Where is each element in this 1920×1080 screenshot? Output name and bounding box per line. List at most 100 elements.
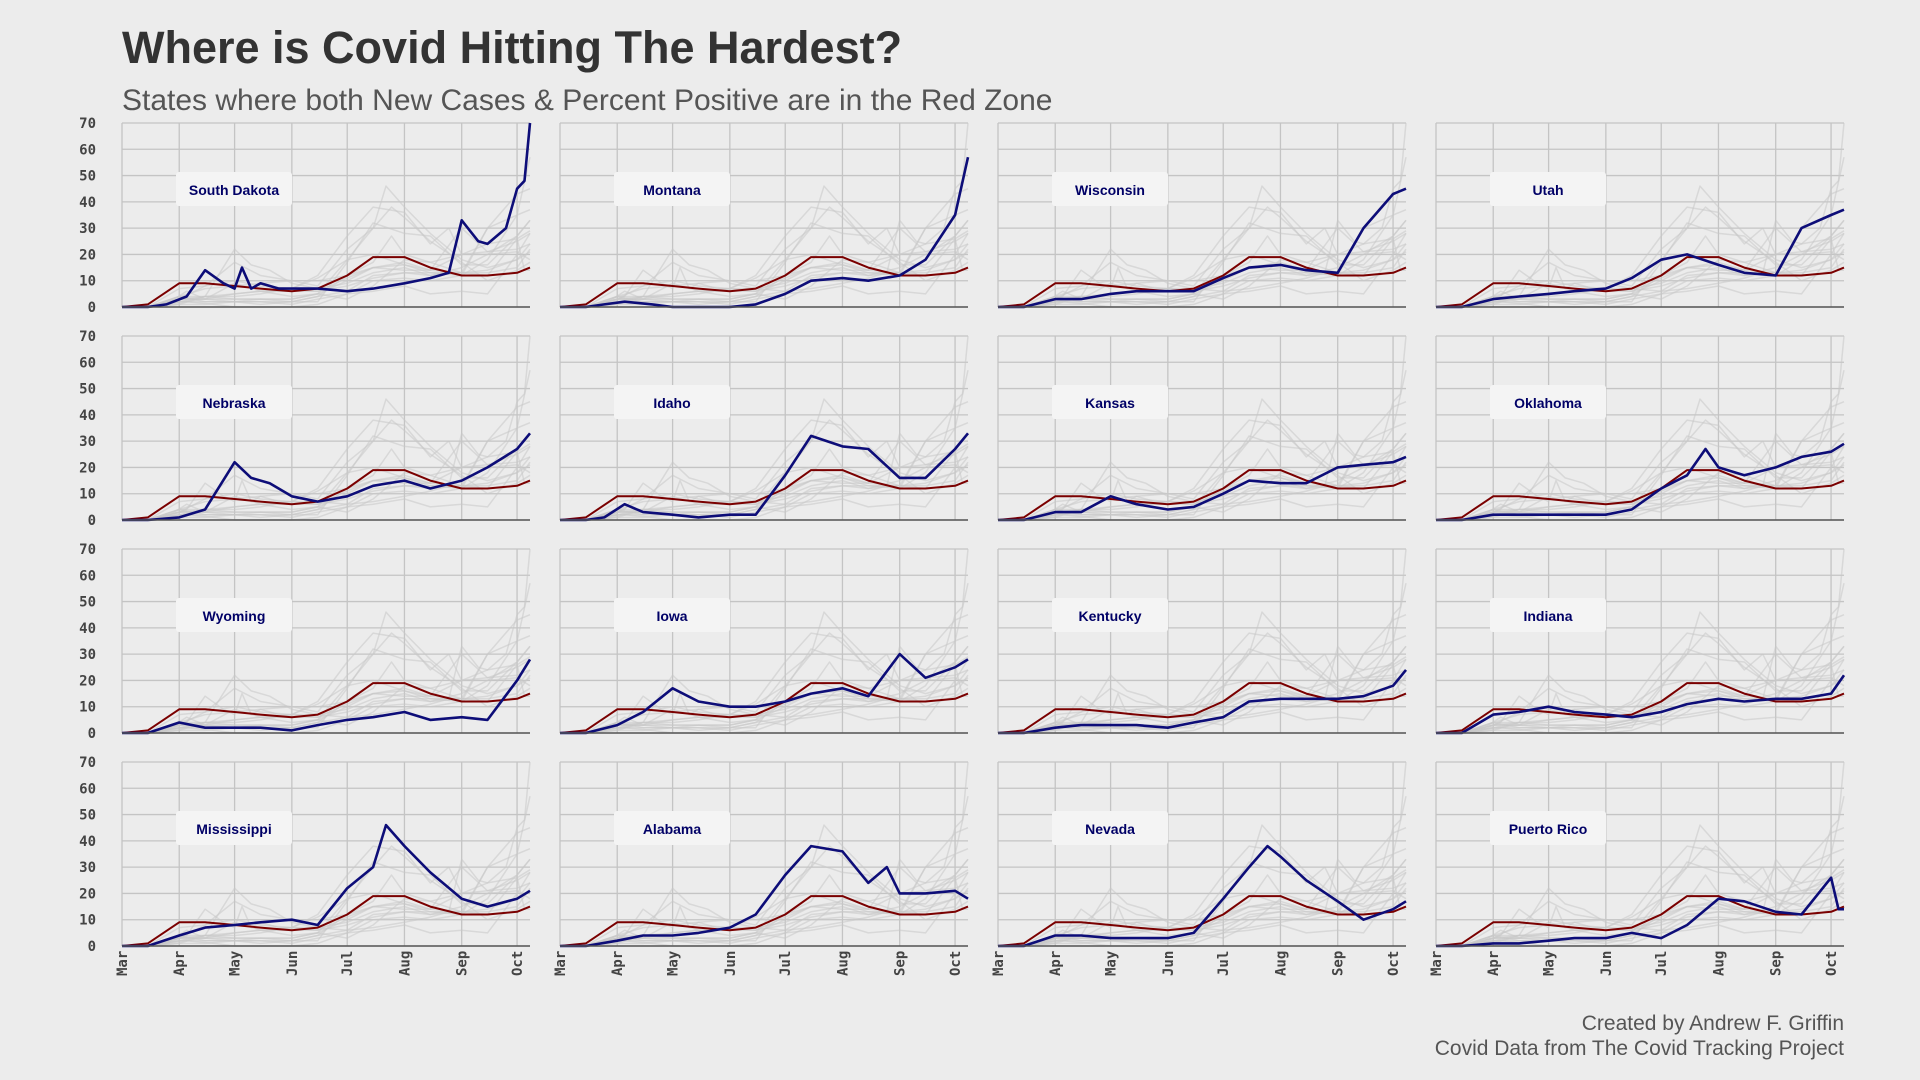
background-state-line — [122, 632, 531, 734]
background-state-line — [998, 398, 1407, 521]
state-line-utah — [1436, 208, 1845, 309]
background-state-line — [998, 632, 1407, 734]
background-state-line — [998, 635, 1407, 734]
background-state-line — [1436, 157, 1845, 308]
caption-source: Covid Data from The Covid Tracking Proje… — [1434, 1037, 1844, 1060]
state-label-box — [176, 172, 292, 206]
state-label-alabama: Alabama — [643, 821, 702, 837]
state-label-wyoming: Wyoming — [203, 608, 266, 624]
background-state-line — [1436, 845, 1845, 947]
state-line-montana — [560, 156, 970, 309]
x-tick-label: Jun — [1161, 951, 1177, 976]
background-state-line — [1436, 848, 1845, 947]
x-tick-label: Jul — [1216, 951, 1232, 976]
background-state-line — [1436, 398, 1845, 521]
x-tick-label: May — [666, 950, 682, 976]
y-tick-label: 10 — [79, 274, 96, 290]
state-label-box — [1052, 598, 1168, 632]
background-state-line — [1436, 583, 1845, 734]
background-state-line — [1436, 663, 1844, 734]
background-state-line — [122, 419, 531, 521]
state-label-oklahoma: Oklahoma — [1514, 395, 1582, 411]
x-tick-label: Sep — [1331, 951, 1347, 976]
x-tick-label: Aug — [397, 951, 413, 976]
background-state-line — [560, 583, 969, 734]
background-state-line — [560, 632, 969, 734]
background-state-line — [1436, 237, 1844, 308]
background-state-line — [560, 422, 969, 521]
x-tick-label: Mar — [991, 951, 1007, 976]
y-tick-label: 30 — [79, 221, 96, 237]
x-tick-label: Mar — [115, 951, 131, 976]
background-state-line — [560, 663, 968, 734]
background-state-line — [1436, 845, 1845, 947]
background-state-line — [122, 674, 531, 734]
background-state-line — [1436, 632, 1845, 734]
state-label-south-dakota: South Dakota — [189, 182, 279, 198]
background-state-line — [560, 887, 969, 947]
background-state-line — [1436, 611, 1845, 734]
x-tick-label: Oct — [510, 951, 526, 976]
x-tick-label: Jul — [778, 951, 794, 976]
background-state-line — [560, 876, 968, 947]
y-tick-label: 40 — [79, 408, 96, 424]
background-state-line — [560, 206, 969, 308]
background-state-line — [122, 887, 531, 947]
state-line-idaho — [560, 432, 970, 522]
background-state-line — [560, 632, 969, 734]
background-state-line — [122, 157, 531, 308]
y-tick-label: 0 — [88, 939, 96, 955]
x-tick-label: Jun — [285, 951, 301, 976]
x-tick-label: Sep — [1769, 951, 1785, 976]
background-state-line — [560, 419, 969, 521]
x-tick-label: Mar — [1429, 951, 1445, 976]
national-average-line — [997, 895, 1407, 947]
background-state-line — [1436, 796, 1845, 947]
state-line-indiana — [1436, 674, 1846, 735]
background-state-line — [1436, 450, 1844, 521]
background-state-line — [998, 611, 1407, 734]
background-state-line — [122, 611, 531, 734]
state-label-puerto-rico: Puerto Rico — [1509, 821, 1588, 837]
x-tick-label: May — [1542, 950, 1558, 976]
state-line-kentucky — [998, 669, 1408, 735]
state-label-box — [1052, 385, 1168, 419]
background-state-line — [560, 461, 969, 521]
state-label-box — [1490, 811, 1606, 845]
background-state-line — [560, 635, 969, 734]
state-line-wyoming — [122, 658, 532, 735]
background-state-line — [998, 845, 1407, 947]
background-state-line — [1436, 461, 1845, 521]
background-state-line — [560, 209, 969, 308]
y-tick-label: 70 — [79, 329, 96, 345]
state-label-kentucky: Kentucky — [1078, 608, 1141, 624]
national-average-line — [1435, 895, 1845, 947]
state-label-wisconsin: Wisconsin — [1075, 182, 1145, 198]
state-label-box — [614, 598, 730, 632]
background-state-line — [560, 824, 969, 947]
background-state-line — [1436, 422, 1845, 521]
state-line-nebraska — [122, 432, 532, 522]
state-label-mississippi: Mississippi — [196, 821, 271, 837]
y-tick-label: 60 — [79, 142, 96, 158]
x-tick-label: May — [1104, 950, 1120, 976]
background-state-line — [560, 206, 969, 308]
y-tick-label: 20 — [79, 247, 96, 263]
state-line-iowa — [560, 652, 969, 735]
background-state-line — [1436, 248, 1845, 308]
background-state-line — [560, 237, 968, 308]
x-tick-label: May — [228, 950, 244, 976]
y-tick-label: 0 — [88, 726, 96, 742]
background-state-line — [122, 583, 531, 734]
y-tick-label: 60 — [79, 355, 96, 371]
x-tick-label: Aug — [1273, 951, 1289, 976]
background-state-line — [122, 663, 530, 734]
background-state-line — [122, 632, 531, 734]
y-tick-label: 50 — [79, 169, 96, 185]
x-tick-label: Sep — [893, 951, 909, 976]
x-tick-label: Jul — [340, 951, 356, 976]
national-average-line — [121, 256, 531, 308]
x-tick-label: Oct — [1386, 951, 1402, 976]
background-state-line — [998, 185, 1407, 308]
background-state-line — [560, 248, 969, 308]
